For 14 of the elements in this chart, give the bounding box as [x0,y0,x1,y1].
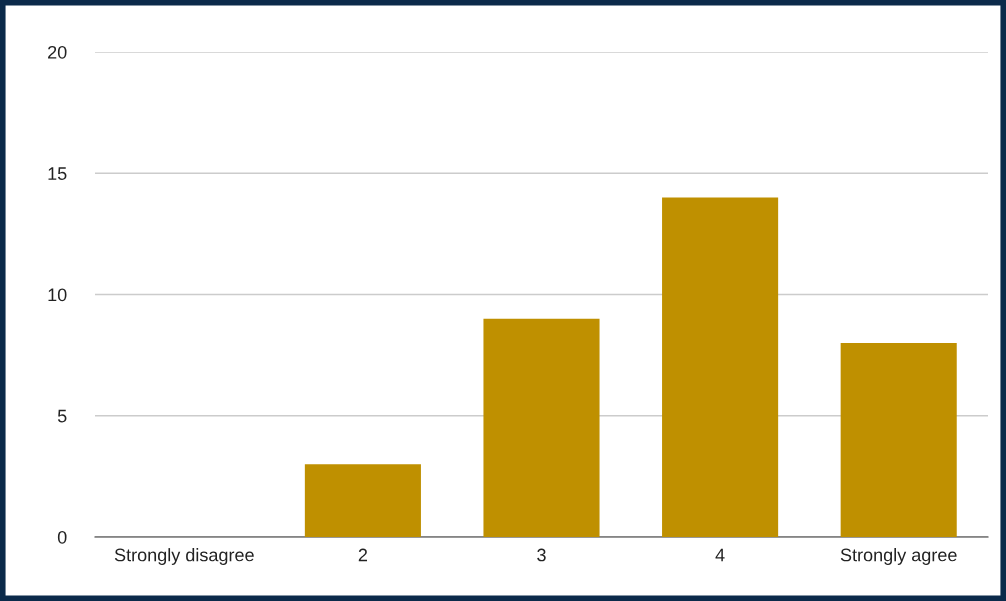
y-tick-label: 15 [48,167,67,180]
bar [662,197,779,537]
bar [483,318,600,537]
y-tick-label: 5 [57,409,67,423]
bar [840,343,957,537]
x-tick-label: 4 [715,548,725,562]
x-tick-label: Strongly agree [840,548,957,565]
y-tick-label: 0 [57,530,67,544]
x-tick-label: 2 [358,548,368,562]
y-tick-label: 20 [48,45,67,59]
x-tick-label: Strongly disagree [114,548,254,565]
bar [304,464,421,537]
x-tick-label: 3 [537,548,546,562]
y-tick-label: 10 [48,288,67,302]
